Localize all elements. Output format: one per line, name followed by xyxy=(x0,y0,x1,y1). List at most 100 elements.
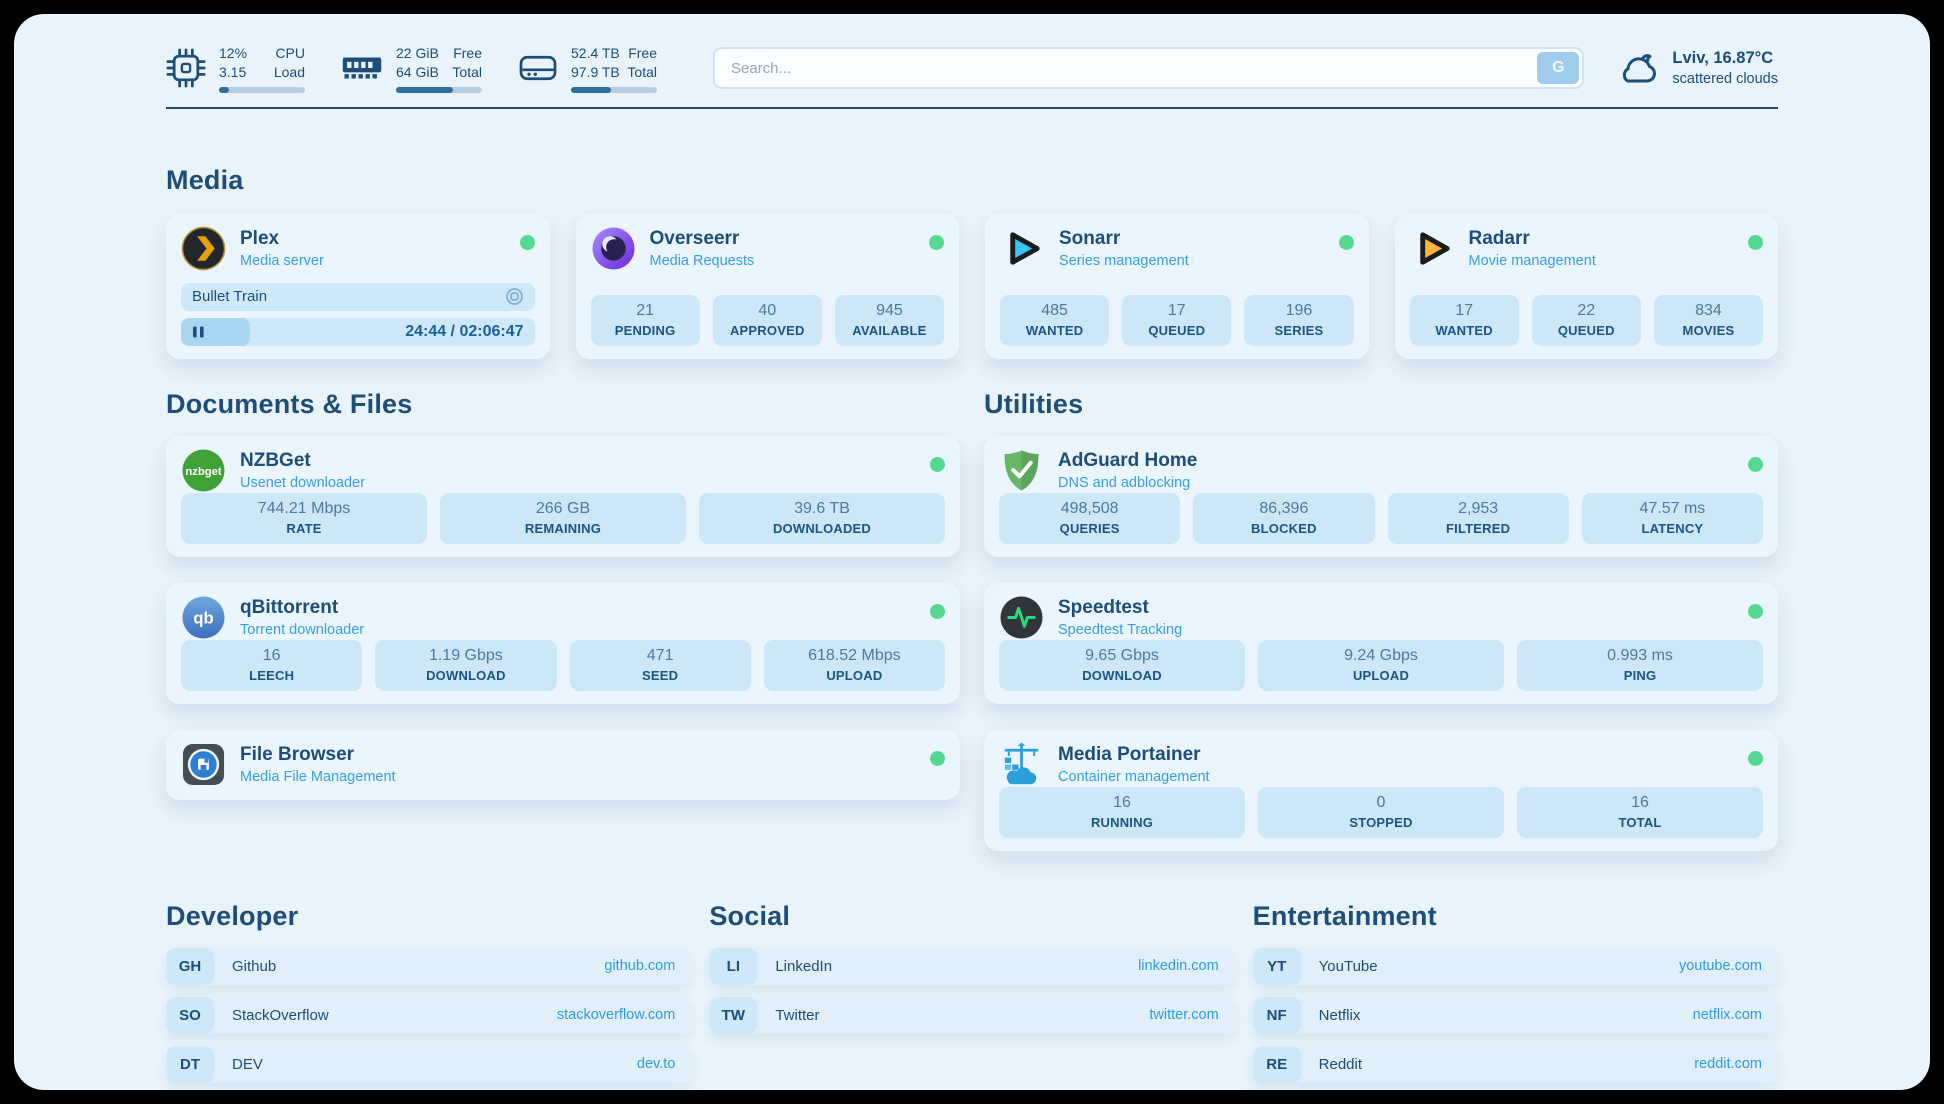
link-github[interactable]: GH Github github.com xyxy=(166,947,692,985)
svg-text:nzbget: nzbget xyxy=(185,466,221,478)
stat-wanted: 485 WANTED xyxy=(1000,294,1110,346)
playback-progress: 24:44 / 02:06:47 xyxy=(181,317,535,346)
svg-text:qb: qb xyxy=(193,608,213,627)
search-bar: G xyxy=(713,47,1585,90)
link-abbrev: SO xyxy=(166,996,214,1034)
status-dot xyxy=(930,750,945,766)
stat-total: 16 TOTAL xyxy=(1517,786,1763,838)
playback-time: 24:44 / 02:06:47 xyxy=(405,322,524,340)
stat-pending: 21 PENDING xyxy=(590,294,700,346)
link-youtube[interactable]: YT YouTube youtube.com xyxy=(1252,947,1778,985)
app-subtitle: Media server xyxy=(240,252,324,269)
app-title: File Browser xyxy=(240,743,355,765)
stat-latency: 47.57 ms LATENCY xyxy=(1581,492,1763,544)
search-input[interactable] xyxy=(713,47,1585,90)
stat-queued: 22 QUEUED xyxy=(1531,294,1641,346)
app-card-nzbget[interactable]: nzbget NZBGet Usenet downloader 744.21 M… xyxy=(166,435,960,557)
status-dot xyxy=(1748,234,1763,250)
links-entertainment: Entertainment YT YouTube youtube.com NF … xyxy=(1252,900,1778,1083)
app-title: Overseerr xyxy=(649,227,740,249)
playback-progress-fill xyxy=(181,317,250,346)
status-dot xyxy=(1748,456,1763,472)
radarr-icon xyxy=(1419,232,1450,265)
link-linkedin[interactable]: LI LinkedIn linkedin.com xyxy=(709,947,1235,985)
app-subtitle: Speedtest Tracking xyxy=(1058,621,1183,638)
memory-free-value: 22 GiB xyxy=(396,45,439,61)
header-divider xyxy=(166,106,1778,109)
cpu-load-value: 3.15 xyxy=(219,63,247,80)
app-subtitle: DNS and adblocking xyxy=(1058,474,1191,491)
app-title: Sonarr xyxy=(1059,227,1121,249)
link-stackoverflow[interactable]: SO StackOverflow stackoverflow.com xyxy=(166,996,692,1034)
app-subtitle: Media Requests xyxy=(649,252,755,269)
link-abbrev: LI xyxy=(709,947,758,985)
status-dot xyxy=(1338,234,1354,250)
disk-icon xyxy=(519,56,557,81)
cpu-progress-bar xyxy=(219,86,305,93)
cpu-percent: 12% xyxy=(219,45,248,61)
session-icon xyxy=(505,288,523,306)
status-dot xyxy=(519,234,535,250)
app-title: qBittorrent xyxy=(240,596,339,618)
app-title: Media Portainer xyxy=(1058,743,1201,765)
link-reddit[interactable]: RE Reddit reddit.com xyxy=(1252,1045,1778,1083)
status-dot xyxy=(1748,603,1763,619)
app-card-filebrowser[interactable]: File Browser Media File Management xyxy=(166,729,960,800)
stat-download: 1.19 Gbps DOWNLOAD xyxy=(375,639,557,691)
disk-progress-fill xyxy=(571,86,611,93)
app-card-speedtest[interactable]: Speedtest Speedtest Tracking 9.65 Gbps D… xyxy=(984,582,1778,704)
stat-downloaded: 39.6 TB DOWNLOADED xyxy=(699,492,945,544)
status-dot xyxy=(930,603,945,619)
memory-label-top: Free xyxy=(453,45,482,61)
pause-icon[interactable] xyxy=(192,325,205,339)
cpu-progress-fill xyxy=(219,86,230,93)
app-subtitle: Torrent downloader xyxy=(240,621,365,638)
stat-queries: 498,508 QUERIES xyxy=(999,492,1181,544)
app-card-plex[interactable]: Plex Media server Bullet Train xyxy=(166,213,550,359)
link-dev[interactable]: DT DEV dev.to xyxy=(166,1045,692,1083)
link-netflix[interactable]: NF Netflix netflix.com xyxy=(1252,996,1778,1034)
cpu-usage-widget: 12% 3.15 CPU Load xyxy=(166,44,305,93)
link-twitter[interactable]: TW Twitter twitter.com xyxy=(709,996,1235,1034)
disk-usage-widget: 52.4 TB 97.9 TB Free Total xyxy=(518,44,657,93)
section-title-media: Media xyxy=(166,164,244,195)
section-title-utilities: Utilities xyxy=(984,388,1084,419)
status-dot xyxy=(1748,750,1763,766)
speedtest-icon xyxy=(1000,596,1043,639)
app-subtitle: Usenet downloader xyxy=(240,474,365,491)
cpu-label-top: CPU xyxy=(275,45,305,61)
cpu-icon xyxy=(166,48,206,88)
stat-available: 945 AVAILABLE xyxy=(834,294,945,346)
app-title: Radarr xyxy=(1468,227,1530,249)
stat-running: 16 RUNNING xyxy=(999,786,1245,838)
portainer-icon xyxy=(1004,742,1039,784)
stat-leech: 16 LEECH xyxy=(181,639,363,691)
links-developer: Developer GH Github github.com SO StackO… xyxy=(166,900,692,1083)
app-card-adguard[interactable]: AdGuard Home DNS and adblocking 498,508 … xyxy=(984,435,1778,557)
memory-total-value: 64 GiB xyxy=(396,63,439,80)
weather-widget: Lviv, 16.87°C scattered clouds xyxy=(1614,49,1778,87)
stat-stopped: 0 STOPPED xyxy=(1258,786,1504,838)
link-abbrev: RE xyxy=(1252,1045,1301,1083)
sonarr-icon xyxy=(1010,232,1040,265)
stat-upload: 618.52 Mbps UPLOAD xyxy=(763,639,945,691)
section-title-entertainment: Entertainment xyxy=(1252,900,1437,931)
stat-rate: 744.21 Mbps RATE xyxy=(181,492,427,544)
app-card-radarr[interactable]: Radarr Movie management 17 WANTED 22 QUE… xyxy=(1394,213,1778,359)
filebrowser-icon xyxy=(182,743,225,785)
app-title: NZBGet xyxy=(240,449,311,471)
app-card-portainer[interactable]: Media Portainer Container management 16 … xyxy=(984,729,1778,851)
adguard-icon xyxy=(1004,450,1039,491)
stat-queued: 17 QUEUED xyxy=(1122,294,1232,346)
app-title: Plex xyxy=(240,227,280,249)
search-engine-button[interactable]: G xyxy=(1537,52,1580,85)
link-abbrev: GH xyxy=(166,947,214,985)
section-title-developer: Developer xyxy=(166,900,299,931)
stat-download: 9.65 Gbps DOWNLOAD xyxy=(999,639,1245,691)
app-card-overseerr[interactable]: Overseerr Media Requests 21 PENDING 40 A… xyxy=(575,213,959,359)
app-card-qbittorrent[interactable]: qb qBittorrent Torrent downloader 16 LEE… xyxy=(166,582,960,704)
memory-progress-fill xyxy=(396,86,453,93)
app-card-sonarr[interactable]: Sonarr Series management 485 WANTED 17 Q… xyxy=(985,213,1369,359)
utilities-column: Utilities AdGuard Home DNS and adblockin… xyxy=(984,389,1778,851)
disk-label-top: Free xyxy=(628,45,657,61)
